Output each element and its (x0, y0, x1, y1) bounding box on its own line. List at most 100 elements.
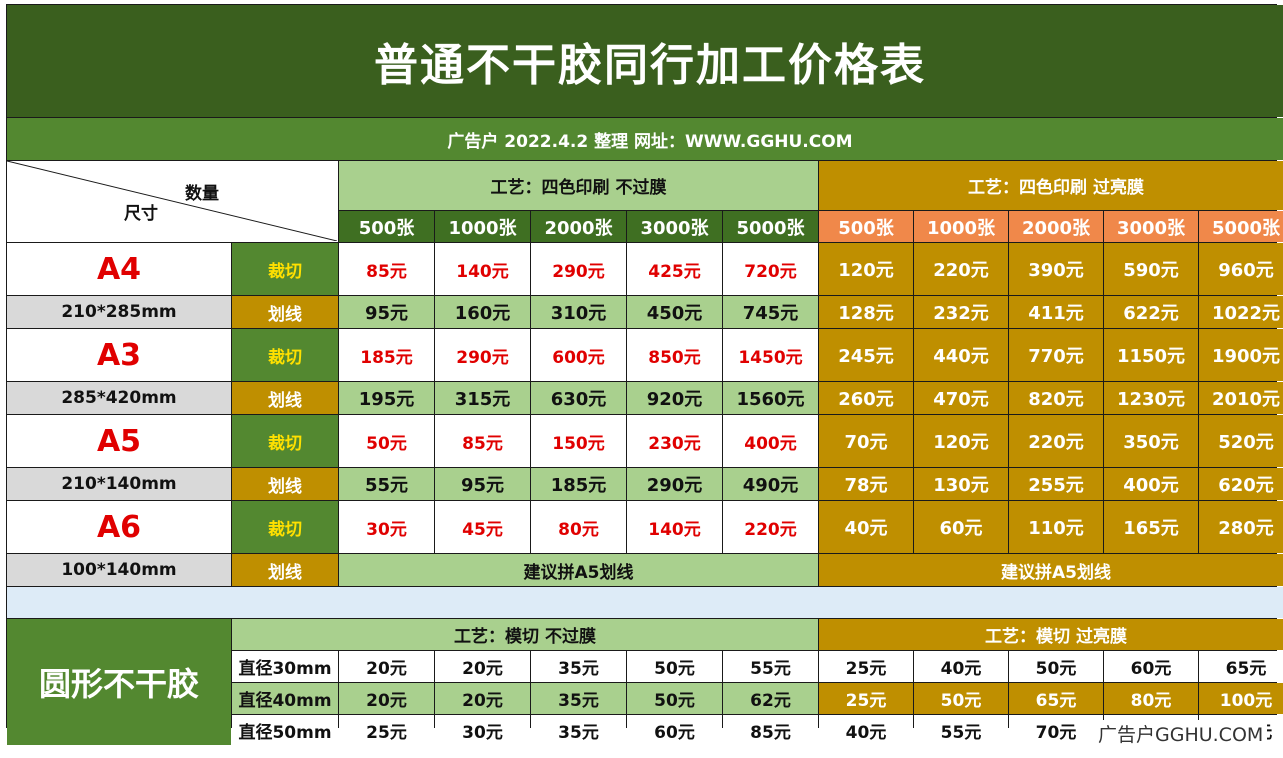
craft-head-gloss-film: 工艺：四色印刷 过亮膜 (819, 161, 1283, 210)
price-cell: 120元 (914, 415, 1008, 467)
size-name: A5 (7, 415, 231, 467)
quantity-header: 500张 (819, 211, 913, 242)
size-dimensions: 100*140mm (7, 554, 231, 586)
process-line-label: 划线 (232, 554, 338, 586)
craft-head-no-film: 工艺：四色印刷 不过膜 (339, 161, 818, 210)
price-cell: 140元 (435, 243, 530, 295)
price-cell: 220元 (723, 501, 818, 553)
price-cell: 65元 (1199, 651, 1283, 682)
price-cell: 1900元 (1199, 329, 1283, 381)
price-cell: 920元 (627, 382, 722, 414)
price-cell: 100元 (1199, 683, 1283, 714)
price-cell: 95元 (435, 468, 530, 500)
price-cell: 390元 (1009, 243, 1103, 295)
price-cell: 745元 (723, 296, 818, 328)
price-cell: 60元 (914, 501, 1008, 553)
process-cut-label: 裁切 (232, 501, 338, 553)
price-cell: 1560元 (723, 382, 818, 414)
diameter-label: 直径50mm (232, 715, 338, 745)
price-cell: 20元 (339, 651, 434, 682)
price-cell: 20元 (339, 683, 434, 714)
price-cell: 310元 (531, 296, 626, 328)
price-cell: 85元 (339, 243, 434, 295)
quantity-header: 5000张 (723, 211, 818, 242)
quantity-header: 2000张 (531, 211, 626, 242)
price-cell: 150元 (531, 415, 626, 467)
price-cell: 78元 (819, 468, 913, 500)
price-cell: 40元 (819, 715, 913, 745)
price-cell: 25元 (339, 715, 434, 745)
line-note: 建议拼A5划线 (339, 554, 818, 586)
price-cell: 50元 (1009, 651, 1103, 682)
price-cell: 195元 (339, 382, 434, 414)
size-name: A3 (7, 329, 231, 381)
price-cell: 40元 (819, 501, 913, 553)
size-dimensions: 210*140mm (7, 468, 231, 500)
price-cell: 20元 (435, 651, 530, 682)
size-dimensions: 210*285mm (7, 296, 231, 328)
price-cell: 65元 (1009, 683, 1103, 714)
price-cell: 45元 (435, 501, 530, 553)
price-cell: 620元 (1199, 468, 1283, 500)
price-cell: 50元 (627, 683, 722, 714)
price-cell: 400元 (1104, 468, 1198, 500)
price-table: 普通不干胶同行加工价格表 广告户 2022.4.2 整理 网址：WWW.GGHU… (6, 4, 1283, 745)
price-cell: 232元 (914, 296, 1008, 328)
price-cell: 280元 (1199, 501, 1283, 553)
quantity-label: 数量 (185, 184, 219, 204)
price-cell: 62元 (723, 683, 818, 714)
price-cell: 40元 (914, 651, 1008, 682)
price-cell: 630元 (531, 382, 626, 414)
price-cell: 110元 (1009, 501, 1103, 553)
price-cell: 30元 (435, 715, 530, 745)
price-cell: 1022元 (1199, 296, 1283, 328)
price-cell: 400元 (723, 415, 818, 467)
price-cell: 490元 (723, 468, 818, 500)
size-label: 尺寸 (124, 204, 158, 224)
price-cell: 850元 (627, 329, 722, 381)
price-cell: 60元 (627, 715, 722, 745)
price-cell: 185元 (339, 329, 434, 381)
price-cell: 80元 (1104, 683, 1198, 714)
price-cell: 260元 (819, 382, 913, 414)
process-line-label: 划线 (232, 296, 338, 328)
price-cell: 128元 (819, 296, 913, 328)
price-cell: 25元 (819, 651, 913, 682)
round-section-title: 圆形不干胶 (7, 619, 231, 745)
watermark: 广告户GGHU.COM (1094, 720, 1268, 747)
line-note: 建议拼A5划线 (819, 554, 1283, 586)
price-cell: 55元 (914, 715, 1008, 745)
price-cell: 590元 (1104, 243, 1198, 295)
price-cell: 50元 (339, 415, 434, 467)
price-cell: 35元 (531, 715, 626, 745)
price-cell: 425元 (627, 243, 722, 295)
price-cell: 220元 (914, 243, 1008, 295)
price-cell: 20元 (435, 683, 530, 714)
price-cell: 140元 (627, 501, 722, 553)
section-spacer (7, 587, 1283, 618)
price-cell: 50元 (627, 651, 722, 682)
price-cell: 720元 (723, 243, 818, 295)
price-cell: 411元 (1009, 296, 1103, 328)
price-cell: 450元 (627, 296, 722, 328)
price-cell: 85元 (435, 415, 530, 467)
price-cell: 770元 (1009, 329, 1103, 381)
price-cell: 290元 (531, 243, 626, 295)
price-cell: 160元 (435, 296, 530, 328)
price-cell: 315元 (435, 382, 530, 414)
quantity-header: 2000张 (1009, 211, 1103, 242)
price-cell: 185元 (531, 468, 626, 500)
quantity-header: 3000张 (1104, 211, 1198, 242)
process-cut-label: 裁切 (232, 329, 338, 381)
diameter-label: 直径40mm (232, 683, 338, 714)
size-name: A4 (7, 243, 231, 295)
price-cell: 960元 (1199, 243, 1283, 295)
price-cell: 35元 (531, 683, 626, 714)
process-line-label: 划线 (232, 382, 338, 414)
quantity-header: 3000张 (627, 211, 722, 242)
price-cell: 50元 (914, 683, 1008, 714)
price-cell: 350元 (1104, 415, 1198, 467)
price-cell: 120元 (819, 243, 913, 295)
price-cell: 820元 (1009, 382, 1103, 414)
price-cell: 470元 (914, 382, 1008, 414)
